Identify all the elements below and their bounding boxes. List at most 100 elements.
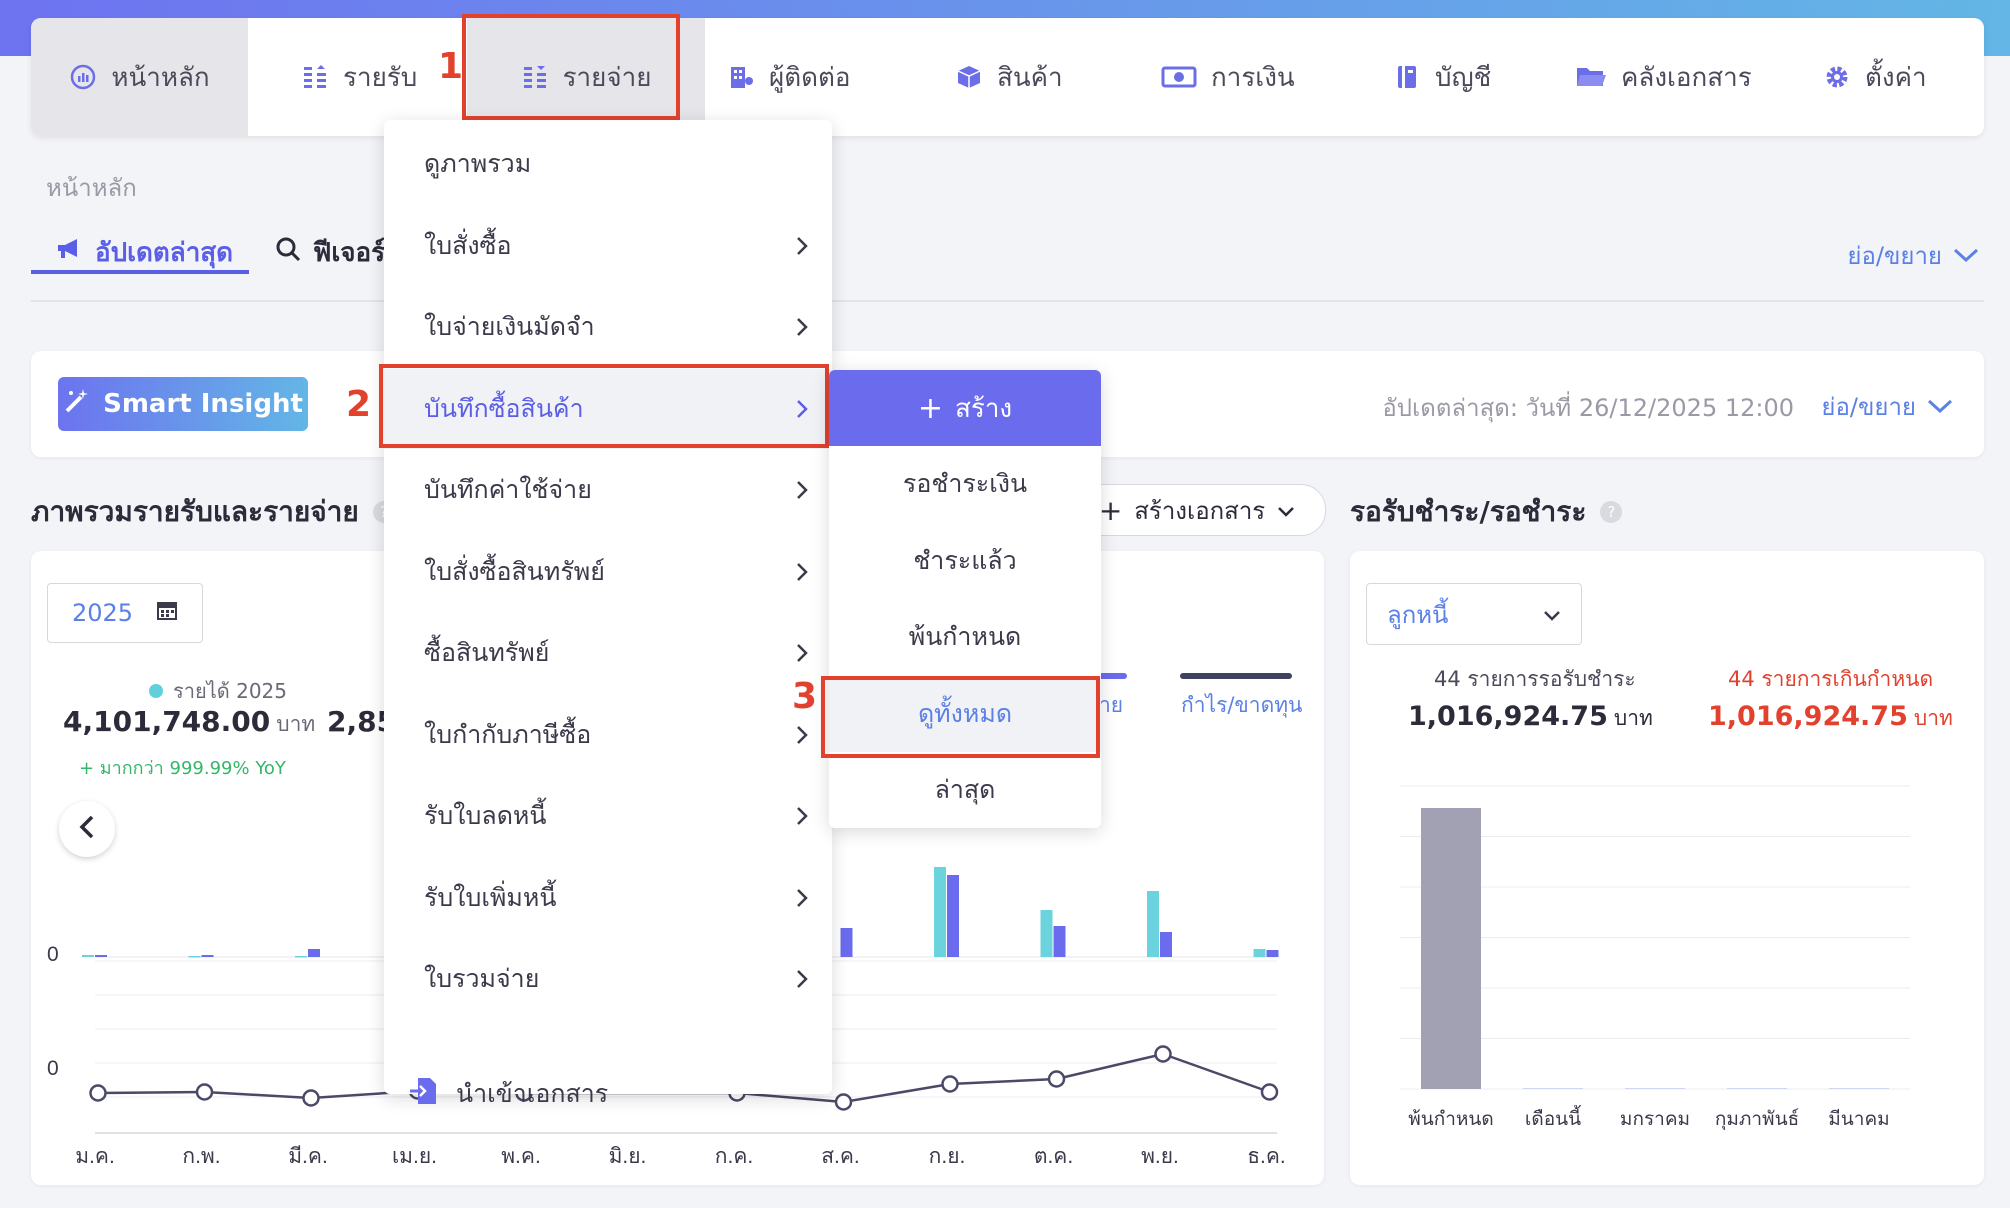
coins-icon [521,63,549,91]
megaphone-icon [55,236,83,269]
profit-point [834,1093,853,1111]
expense-bar [1266,950,1279,957]
receivable-card: ลูกหนี้ 44 รายการรอรับชำระ 1,016,924.75 บ… [1350,551,1984,1185]
chevron-right-icon [797,236,808,255]
receivable-title: รอรับชำระ/รอชำระ ? [1350,490,1623,534]
submenu-item[interactable]: รอชำระเงิน [902,469,1028,498]
collapse-toggle[interactable]: ย่อ/ขยาย [1847,236,1980,275]
debtor-select[interactable]: ลูกหนี้ [1366,583,1582,645]
income-legend: รายได้ 2025 [149,675,287,707]
receivable-bar [1829,1088,1889,1089]
chevron-down-icon [1926,393,1954,421]
income-bar [82,955,94,957]
smart-insight-button[interactable]: Smart Insight [58,377,308,431]
nav-settings[interactable]: ตั้งค่า [1823,18,1927,136]
main-nav: หน้าหลัก รายรับ รายจ่าย ผู้ติดต่อ สินค้า… [31,18,1984,136]
pending-total: 1,016,924.75 บาท [1408,701,1653,735]
nav-products-label: สินค้า [997,62,1063,93]
nav-products[interactable]: สินค้า [955,18,1063,136]
menu-item[interactable]: ซื้อสินทรัพย์ [384,613,832,693]
nav-home[interactable]: หน้าหลัก [31,18,248,136]
x-tick-label: มิ.ย. [609,1145,647,1168]
chevron-right-icon [797,888,808,907]
menu-item[interactable]: บันทึกซื้อสินค้า [384,368,832,449]
tab-active-underline [31,270,249,274]
menu-item-label: รับใบเพิ่มหนี้ [424,882,557,912]
menu-item[interactable]: ดูภาพรวม [384,124,832,204]
menu-item[interactable]: รับใบลดหนี้ [384,776,832,856]
expense-bar [1160,932,1172,957]
profit-legend-label: กำไร/ขาดทุน [1181,693,1303,717]
nav-income[interactable]: รายรับ [301,18,417,136]
expense-bar [95,955,107,957]
nav-contacts[interactable]: ผู้ติดต่อ [727,18,851,136]
currency-label: บาท [1613,706,1653,730]
help-icon[interactable]: ? [1600,501,1623,523]
create-button[interactable]: + สร้าง [829,370,1101,446]
nav-expense-label: รายจ่าย [562,62,652,93]
expense-bar [1053,926,1066,957]
step-highlight-view-all [821,676,1100,758]
coins-icon [301,63,329,91]
overview-title: ภาพรวมรายรับและรายจ่าย ? [31,490,395,534]
step-number: 1 [438,46,464,87]
income-total: 4,101,748.00 บาท [63,705,315,741]
x-tick-label: พ้นกำหนด [1408,1109,1494,1130]
menu-item[interactable]: ใบสั่งซื้อสินทรัพย์ [384,532,832,612]
menu-item-label: บันทึกซื้อสินค้า [424,393,584,423]
income-bar [934,867,946,957]
income-bar [295,956,307,958]
profit-point [1154,1045,1172,1063]
header-divider [31,300,1984,302]
menu-item[interactable]: บันทึกค่าใช้จ่าย [384,450,832,530]
nav-finance[interactable]: การเงิน [1161,18,1295,136]
chevron-down-icon [1952,242,1980,270]
pending-value: 1,016,924.75 [1408,701,1608,732]
pending-label: 44 รายการรอรับชำระ [1434,667,1636,691]
menu-item-label: ซื้อสินทรัพย์ [424,638,550,667]
magic-wand-icon [63,387,91,422]
prev-button[interactable] [59,801,115,857]
insight-collapse-toggle[interactable]: ย่อ/ขยาย [1821,387,1954,426]
submenu-item[interactable]: ล่าสุด [934,775,996,804]
submenu-item[interactable]: ดูทั้งหมด [829,675,1101,752]
year-picker[interactable]: 2025 [47,583,203,643]
folder-icon [1575,63,1607,91]
chevron-down-icon [1277,496,1295,524]
profit-point [195,1083,214,1101]
step-number: 3 [792,676,818,717]
menu-item[interactable]: ใบกำกับภาษีซื้อ [384,695,832,775]
x-tick-label: พ.ย. [1141,1145,1179,1168]
x-tick-label: มีนาคม [1828,1108,1889,1130]
menu-item-label: ใบจ่ายเงินมัดจำ [424,312,595,341]
menu-item[interactable]: รับใบเพิ่มหนี้ [384,858,832,938]
income-dot [149,684,163,698]
breadcrumb: หน้าหลัก [46,174,137,202]
profit-legend-line [1180,673,1292,679]
submenu-item[interactable]: ชำระแล้ว [913,545,1017,575]
tab-latest-updates[interactable]: อัปเดตล่าสุด [55,232,233,273]
income-total-value: 4,101,748.00 [63,705,271,738]
submenu-item[interactable]: พ้นกำหนด [908,622,1022,651]
nav-home-label: หน้าหลัก [111,62,210,93]
chevron-right-icon [797,807,808,825]
tab-features[interactable]: ฟีเจอร์ใ [275,232,398,273]
chevron-right-icon [797,725,808,744]
nav-documents[interactable]: คลังเอกสาร [1575,18,1752,136]
receivable-bar [1421,808,1481,1089]
expense-bar [947,875,959,957]
menu-item[interactable]: ใบรวมจ่าย [384,939,832,1019]
receivable-bar [1727,1088,1787,1089]
menu-item-label: ใบรวมจ่าย [424,964,540,993]
nav-accounting[interactable]: บัญชี [1393,18,1491,136]
expense-bar [840,928,853,957]
menu-item[interactable]: ใบสั่งซื้อ [384,206,832,286]
menu-item[interactable]: ใบจ่ายเงินมัดจำ [384,287,832,367]
create-document-button[interactable]: + สร้างเอกสาร [1068,484,1326,536]
x-tick-label: กุมภาพันธ์ [1715,1108,1799,1131]
expense-legend-line [1087,673,1127,679]
menu-item-import[interactable]: นำเข้าเอกสาร [384,1054,832,1134]
income-bar [188,956,201,958]
menu-item-label: ใบสั่งซื้อสินทรัพย์ [424,556,605,586]
import-icon [408,1075,440,1113]
